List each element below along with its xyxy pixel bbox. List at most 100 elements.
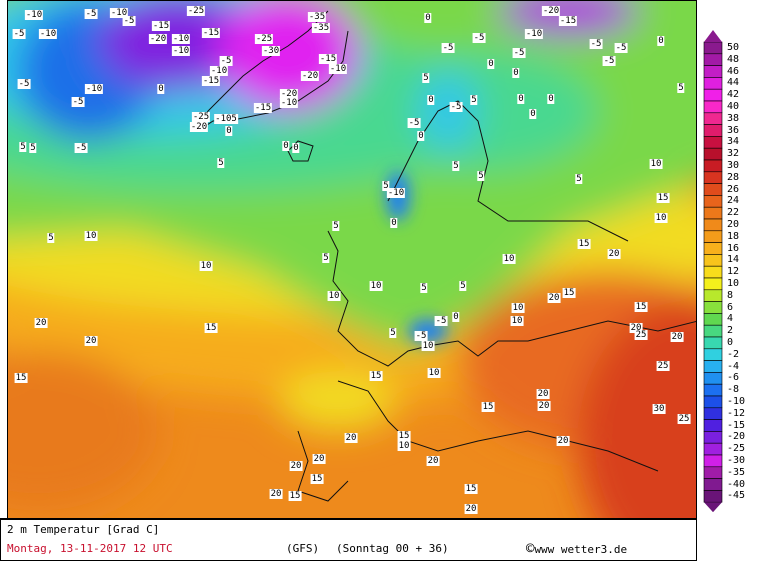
legend-label: -2 (727, 348, 740, 360)
temperature-label: 15 (397, 431, 411, 441)
caption-run: (Sonntag 00 + 36) (336, 542, 449, 555)
temperature-label: 20 (537, 401, 551, 411)
temperature-label: 30 (652, 404, 666, 414)
legend-swatch (703, 88, 723, 102)
temperature-label: -10 (38, 29, 58, 39)
temperature-label: 10 (649, 159, 663, 169)
temperature-label: 20 (312, 454, 326, 464)
legend-swatch (703, 53, 723, 66)
legend-swatch (703, 454, 723, 468)
legend-label: 36 (727, 124, 740, 136)
temperature-label: 15 (656, 193, 670, 203)
legend-label: 42 (727, 89, 740, 101)
temperature-label: 15 (481, 402, 495, 412)
temperature-label: 5 (322, 253, 330, 263)
temperature-label: 0 (547, 94, 555, 104)
legend-label: 32 (727, 148, 740, 160)
legend-swatch (703, 41, 723, 55)
temperature-label: -5 (12, 29, 26, 39)
temperature-label: -25 (186, 6, 206, 16)
legend-label: 14 (727, 254, 740, 266)
temperature-label: 5 (19, 142, 27, 152)
temperature-label: 10 (421, 341, 435, 351)
temperature-label: 20 (84, 336, 98, 346)
temperature-label: 0 (424, 13, 432, 23)
temperature-label: 20 (536, 389, 550, 399)
temperature-label: 0 (417, 131, 425, 141)
temperature-label: -5 (122, 16, 136, 26)
temperature-label: 10 (199, 261, 213, 271)
temperature-label: 20 (556, 436, 570, 446)
legend-swatch (703, 419, 723, 432)
legend-label: 50 (727, 42, 740, 53)
temperature-label: 10 (397, 441, 411, 451)
temperature-label: 10 (369, 281, 383, 291)
temperature-label: 0 (427, 95, 435, 105)
legend-label: 12 (727, 266, 740, 278)
legend-label: 30 (727, 160, 740, 171)
temperature-label: -15 (201, 28, 221, 38)
temperature-label: -105 (214, 114, 238, 124)
temperature-label: -5 (71, 97, 85, 107)
temperature-label: -10 (279, 98, 299, 108)
caption-source: ©www wetter3.de (526, 541, 627, 557)
temperature-label: -20 (148, 34, 168, 44)
temperature-label: 20 (34, 318, 48, 328)
temperature-label: 10 (502, 254, 516, 264)
legend-swatch (703, 289, 723, 302)
legend-swatch (703, 313, 723, 326)
legend-label: 34 (727, 136, 740, 148)
temperature-label: 0 (487, 59, 495, 69)
legend-arrow-bottom (704, 502, 722, 512)
legend-swatch (703, 100, 723, 114)
legend-label: -4 (727, 360, 740, 372)
legend-swatch (703, 124, 723, 137)
temperature-field (8, 1, 696, 519)
temperature-label: 10 (511, 303, 525, 313)
temperature-label: -10 (24, 10, 44, 20)
temperature-label: 10 (327, 291, 341, 301)
temperature-label: 5 (470, 95, 478, 105)
temperature-label: 0 (529, 109, 537, 119)
legend-colorbar (703, 30, 723, 512)
legend-label: -8 (727, 384, 740, 396)
temperature-label: 0 (517, 94, 525, 104)
temperature-label: 20 (607, 249, 621, 259)
legend-label: 22 (727, 207, 740, 219)
temperature-label: 15 (310, 474, 324, 484)
legend-swatch (703, 242, 723, 255)
temperature-label: 0 (225, 126, 233, 136)
legend-swatch (703, 171, 723, 184)
temperature-label: -5 (602, 56, 616, 66)
temperature-label: -15 (318, 54, 338, 64)
temperature-label: 5 (217, 158, 225, 168)
temperature-label: -20 (189, 122, 209, 132)
legend-label: 2 (727, 325, 734, 337)
legend-label: 24 (727, 195, 740, 207)
legend-label: -25 (727, 443, 746, 455)
temperature-label: 20 (547, 293, 561, 303)
temperature-label: -15 (253, 103, 273, 113)
temperature-label: 5 (452, 161, 460, 171)
map-caption: 2 m Temperatur [Grad C] Montag, 13-11-20… (0, 518, 697, 561)
temperature-label: -5 (449, 102, 463, 112)
temperature-label: 20 (629, 323, 643, 333)
temperature-label: 0 (292, 143, 300, 153)
temperature-label: 20 (269, 489, 283, 499)
caption-date: Montag, 13-11-2017 12 UTC (7, 542, 173, 555)
temperature-label: -5 (84, 9, 98, 19)
temperature-label: 15 (14, 373, 28, 383)
legend-label: -12 (727, 407, 746, 419)
temperature-label: 20 (344, 433, 358, 443)
temperature-label: -5 (614, 43, 628, 53)
temperature-label: 15 (562, 288, 576, 298)
temperature-label: -10 (109, 8, 129, 18)
legend-label: 18 (727, 230, 740, 242)
legend-swatch (703, 348, 723, 361)
temperature-label: -30 (261, 46, 281, 56)
legend-label: -15 (727, 419, 746, 431)
legend-swatch (703, 77, 723, 90)
temperature-label: -35 (307, 12, 327, 22)
legend-label: 38 (727, 112, 740, 124)
temperature-label: -35 (311, 23, 331, 33)
